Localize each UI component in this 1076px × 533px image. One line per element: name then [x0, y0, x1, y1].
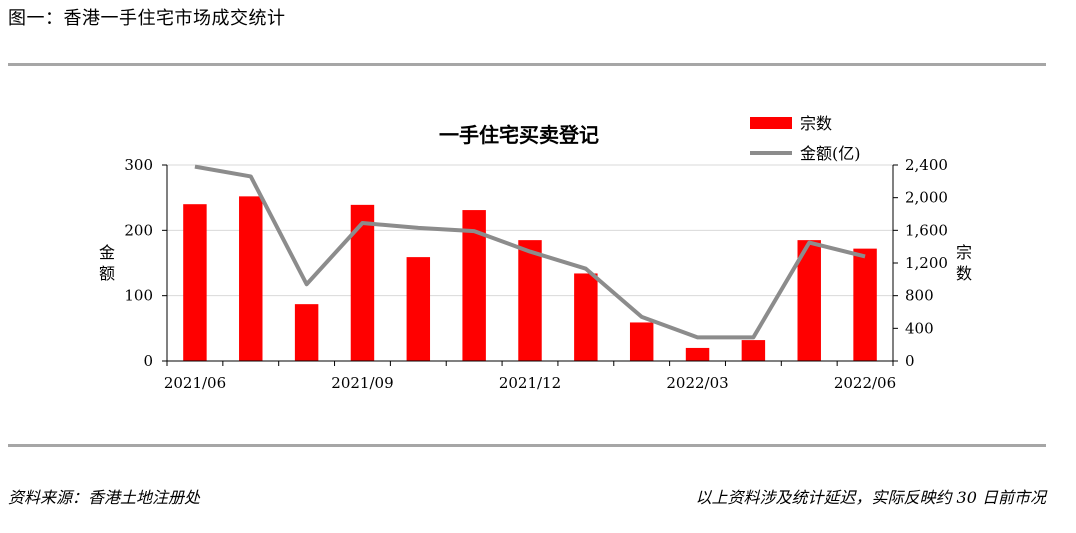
legend-bar-label: 宗数: [800, 114, 832, 133]
bar-2021/09: [350, 204, 375, 361]
bar-2022/04: [741, 340, 766, 361]
left-axis-label: 金额: [99, 243, 115, 283]
x-tick-label: 2021/12: [499, 374, 561, 392]
bar-2022/01: [574, 273, 598, 361]
x-tick-label: 2021/09: [331, 374, 393, 392]
bar-2021/12: [518, 240, 542, 361]
right-axis-label: 宗数: [956, 243, 972, 283]
lag-note: 以上资料涉及统计延迟，实际反映约 30 日前市况: [695, 488, 1046, 507]
right-tick-label: 400: [905, 319, 934, 337]
left-tick-label: 100: [124, 287, 153, 305]
bottom-divider: [8, 444, 1046, 447]
x-tick-label: 2022/06: [834, 374, 896, 392]
left-tick-label: 300: [124, 156, 153, 174]
figure-caption: 图一：香港一手住宅市场成交统计: [8, 8, 286, 29]
legend-line-label: 金额(亿): [800, 144, 861, 163]
source-note: 资料来源：香港土地注册处: [8, 488, 201, 507]
top-divider: [8, 63, 1046, 66]
right-tick-label: 0: [905, 352, 915, 370]
left-tick-label: 200: [124, 221, 153, 239]
x-tick-label: 2021/06: [164, 374, 226, 392]
right-tick-label: 800: [905, 287, 934, 305]
bar-2022/03: [685, 347, 710, 361]
bar-2021/08: [294, 304, 319, 361]
chart-title: 一手住宅买卖登记: [439, 123, 599, 147]
x-tick-label: 2022/03: [666, 374, 728, 392]
bar-2022/05: [797, 240, 821, 361]
right-tick-label: 2,400: [905, 156, 948, 174]
bar-2021/07: [239, 196, 263, 361]
legend-bar-swatch: [750, 117, 792, 129]
bar-2022/02: [629, 322, 654, 361]
right-tick-label: 1,200: [905, 254, 948, 272]
bar-2022/06: [853, 248, 877, 361]
left-tick-label: 0: [143, 352, 153, 370]
right-tick-label: 2,000: [905, 189, 948, 207]
bar-2021/06: [183, 204, 207, 361]
right-tick-label: 1,600: [905, 221, 948, 239]
bar-2021/11: [462, 210, 486, 361]
bar-2021/10: [406, 257, 431, 361]
